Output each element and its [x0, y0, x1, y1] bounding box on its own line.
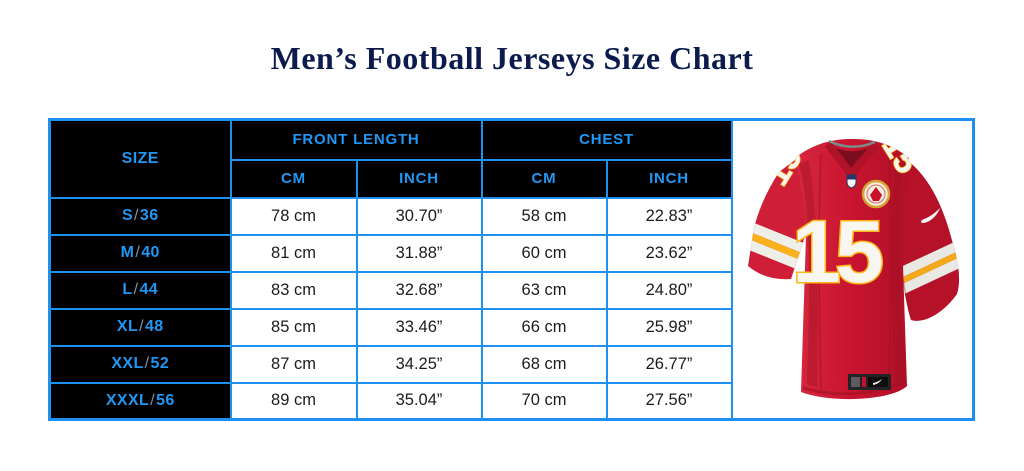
front-length-inch-cell: 30.70” — [355, 196, 483, 236]
table-row: L/44 83 cm 32.68” 63 cm 24.80” — [48, 270, 974, 310]
chest-cm-cell: 66 cm — [480, 307, 608, 347]
size-number: 48 — [145, 318, 164, 335]
size-number: 40 — [141, 244, 160, 261]
table-row: S/36 78 cm 30.70” 58 cm 22.83” — [48, 196, 974, 236]
column-header-chest-cm: CM — [480, 158, 608, 199]
size-separator: / — [135, 244, 141, 261]
size-label: L/44 — [48, 270, 232, 310]
page-title: Men’s Football Jerseys Size Chart — [270, 40, 754, 76]
chest-inch-cell: 25.98” — [605, 307, 733, 347]
column-header-front-length: FRONT LENGTH — [229, 118, 483, 161]
chest-inch-cell: 23.62” — [605, 233, 733, 273]
size-separator: / — [134, 207, 139, 224]
table-row: XXL/52 87 cm 34.25” 68 cm 26.77” — [48, 344, 974, 384]
chest-cm-cell: 70 cm — [480, 381, 608, 421]
chiefs-patch-logo — [862, 179, 891, 208]
column-header-chest: CHEST — [480, 118, 733, 161]
front-length-inch-cell: 32.68” — [355, 270, 483, 310]
chest-cm-cell: 68 cm — [480, 344, 608, 384]
size-separator: / — [144, 355, 150, 372]
size-name: S — [121, 207, 134, 224]
nfl-shield-logo — [846, 174, 857, 189]
size-number: 52 — [150, 355, 170, 372]
jersey-image-cell: 15 15 15 — [730, 118, 975, 421]
column-header-size: SIZE — [48, 118, 232, 199]
size-name: XXL — [111, 355, 144, 372]
jersey-collar — [825, 139, 880, 178]
front-length-cm-cell: 81 cm — [229, 233, 358, 273]
size-number: 56 — [156, 391, 175, 409]
jersey-number-front: 15 — [792, 202, 882, 301]
size-name: XL — [116, 318, 139, 335]
front-length-inch-cell: 33.46” — [355, 307, 483, 347]
size-separator: / — [150, 391, 156, 409]
column-header-front-cm: CM — [229, 158, 358, 199]
chest-inch-cell: 26.77” — [605, 344, 733, 384]
size-name: L — [122, 281, 133, 298]
chest-inch-cell: 24.80” — [605, 270, 733, 310]
table-row: XL/48 85 cm 33.46” 66 cm 25.98” — [48, 307, 974, 347]
front-length-inch-cell: 35.04” — [355, 381, 483, 421]
size-number: 36 — [139, 207, 159, 224]
table-header-row: SIZE FRONT LENGTH CHEST — [48, 118, 975, 421]
size-separator: / — [133, 281, 139, 298]
front-length-inch-cell: 31.88” — [355, 233, 483, 273]
size-separator: / — [139, 318, 144, 335]
jock-tag — [848, 373, 892, 390]
chest-inch-cell: 22.83” — [605, 196, 733, 236]
size-chart-table: SIZE FRONT LENGTH CHEST — [48, 118, 975, 421]
front-length-inch-cell: 34.25” — [355, 344, 483, 384]
column-header-front-inch: INCH — [355, 158, 483, 199]
size-label: S/36 — [48, 196, 232, 236]
nike-swoosh-icon — [921, 207, 941, 223]
size-name: M — [120, 244, 135, 261]
chest-cm-cell: 63 cm — [480, 270, 608, 310]
size-label: XL/48 — [48, 307, 232, 347]
table-units-row: CM INCH CM INCH — [50, 158, 974, 199]
front-length-cm-cell: 78 cm — [229, 196, 358, 236]
size-label: XXXL/56 — [48, 381, 232, 421]
jersey-photo: 15 15 15 — [748, 138, 960, 399]
size-number: 44 — [139, 281, 159, 298]
size-label: XXL/52 — [48, 344, 232, 384]
front-length-cm-cell: 83 cm — [229, 270, 358, 310]
table-row: M/40 81 cm 31.88” 60 cm 23.62” — [48, 233, 974, 273]
front-length-cm-cell: 85 cm — [229, 307, 358, 347]
front-length-cm-cell: 89 cm — [229, 381, 358, 421]
size-label: M/40 — [48, 233, 232, 273]
column-header-chest-inch: INCH — [605, 158, 733, 199]
chest-cm-cell: 60 cm — [480, 233, 608, 273]
front-length-cm-cell: 87 cm — [229, 344, 358, 384]
table-row: XXXL/56 89 cm 35.04” 70 cm 27.56” — [48, 381, 974, 421]
chest-cm-cell: 58 cm — [480, 196, 608, 236]
chest-inch-cell: 27.56” — [605, 381, 733, 421]
size-name: XXXL — [105, 391, 150, 409]
